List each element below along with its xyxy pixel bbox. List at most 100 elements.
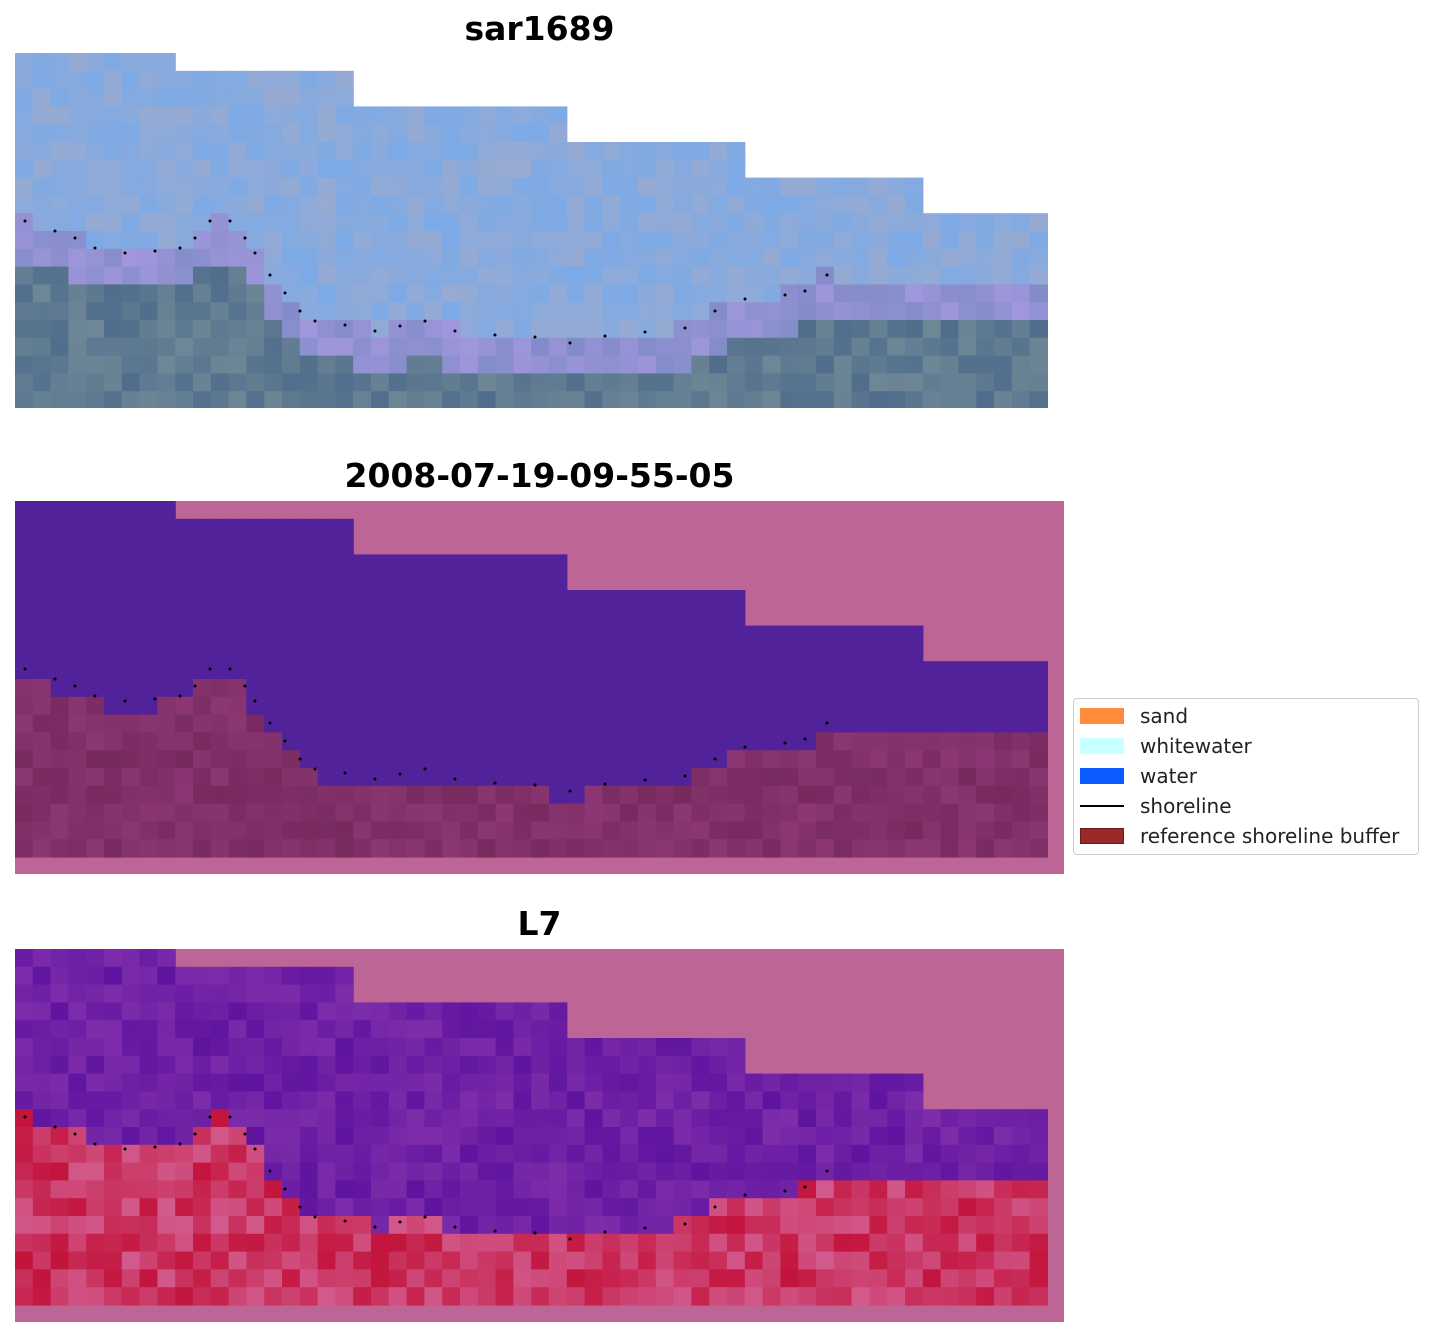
image-pixel [121, 373, 141, 392]
classified-pixel [193, 679, 212, 698]
classified-pixel [282, 839, 301, 858]
image-pixel [353, 106, 372, 125]
panel-title-rgb: sar1689 [464, 9, 615, 48]
shoreline [23, 219, 829, 345]
classified-pixel [638, 625, 657, 644]
classified-pixel [816, 661, 835, 680]
classified-pixel [246, 572, 265, 591]
classified-pixel [638, 785, 657, 805]
image-pixel [549, 106, 568, 125]
classified-pixel [869, 821, 888, 840]
classified-pixel [869, 839, 888, 858]
index-pixel [655, 1287, 675, 1306]
classified-pixel [193, 785, 212, 805]
classified-pixel [317, 661, 336, 680]
index-pixel [157, 966, 176, 986]
index-pixel [264, 1020, 283, 1039]
classified-pixel [282, 607, 301, 627]
classified-pixel [887, 643, 906, 662]
classified-pixel [121, 821, 141, 840]
image-pixel [513, 373, 532, 392]
image-pixel [1011, 248, 1031, 268]
image-pixel [691, 302, 710, 321]
image-pixel [15, 177, 34, 196]
image-pixel [905, 337, 924, 357]
classified-pixel [620, 661, 639, 680]
index-pixel [851, 1269, 870, 1288]
classified-pixel [940, 732, 959, 751]
index-pixel [424, 1038, 443, 1057]
index-pixel [121, 1233, 141, 1253]
index-pixel [762, 1251, 781, 1270]
index-pixel [727, 1233, 746, 1253]
image-pixel [513, 106, 532, 125]
image-pixel [477, 213, 497, 232]
index-pixel [1011, 1251, 1031, 1270]
classified-pixel [780, 696, 799, 716]
index-pixel [833, 1180, 853, 1199]
classified-pixel [157, 714, 176, 733]
classified-pixel [566, 750, 586, 769]
image-pixel [566, 248, 586, 268]
index-pixel [246, 1144, 265, 1164]
image-pixel [157, 337, 176, 357]
classified-pixel [104, 572, 123, 591]
classified-pixel [673, 750, 692, 769]
image-pixel [157, 88, 176, 107]
classified-pixel [638, 732, 657, 751]
index-pixel [513, 1091, 532, 1110]
classified-pixel [620, 785, 639, 805]
classified-pixel [620, 679, 639, 698]
image-pixel [50, 106, 69, 125]
image-pixel [50, 391, 69, 408]
classified-pixel [442, 607, 461, 627]
index-pixel [905, 1287, 924, 1306]
image-pixel [104, 355, 123, 374]
index-pixel [958, 1198, 977, 1217]
image-pixel [495, 391, 514, 408]
index-pixel [264, 1038, 283, 1057]
classified-pixel [620, 768, 639, 787]
image-pixel [495, 373, 514, 392]
image-pixel [353, 213, 372, 232]
image-pixel [157, 195, 176, 214]
classified-pixel [1011, 768, 1031, 787]
index-pixel [638, 1073, 657, 1092]
index-pixel [691, 1269, 710, 1288]
classified-pixel [566, 590, 586, 609]
image-pixel [655, 195, 675, 214]
shoreline-point [423, 767, 427, 771]
image-pixel [727, 213, 746, 232]
image-pixel [50, 355, 69, 374]
shoreline-point [825, 1169, 829, 1173]
shoreline-point [743, 297, 747, 301]
classified-pixel [477, 750, 497, 769]
shoreline-point [493, 333, 497, 337]
index-pixel [620, 1180, 639, 1199]
classified-pixel [709, 696, 728, 716]
index-pixel [317, 966, 336, 986]
classified-pixel [1029, 714, 1048, 733]
index-pixel [798, 1127, 817, 1146]
image-pixel [762, 284, 781, 303]
image-pixel [531, 142, 550, 161]
image-pixel [228, 355, 247, 374]
classified-pixel [299, 785, 319, 805]
shoreline-point [343, 1219, 347, 1223]
index-pixel [727, 1180, 746, 1199]
index-pixel [282, 1020, 301, 1039]
index-pixel [424, 1180, 443, 1199]
classified-pixel [353, 661, 372, 680]
image-pixel [1011, 231, 1031, 250]
index-pixel [264, 1251, 283, 1270]
classified-pixel [264, 768, 283, 787]
classified-pixel [762, 643, 781, 662]
image-pixel [282, 337, 301, 357]
image-pixel [584, 320, 603, 339]
classified-pixel [460, 607, 479, 627]
index-pixel [673, 1216, 692, 1235]
classified-pixel [406, 625, 425, 644]
classified-pixel [477, 696, 497, 716]
image-pixel [691, 248, 710, 268]
index-pixel [139, 1287, 158, 1306]
